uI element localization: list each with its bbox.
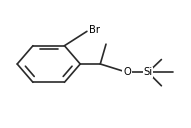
Text: O: O [123,67,131,77]
Text: Si: Si [143,67,153,77]
Text: Br: Br [89,25,100,35]
